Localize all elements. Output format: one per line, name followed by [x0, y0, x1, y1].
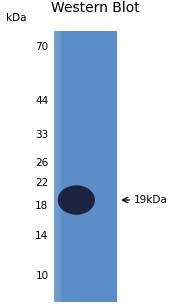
Bar	[54, 31, 60, 302]
Bar	[54, 31, 117, 302]
Ellipse shape	[58, 185, 95, 215]
Text: 26: 26	[35, 158, 48, 168]
Text: 33: 33	[35, 130, 48, 140]
Text: 18: 18	[35, 201, 48, 211]
Bar	[54, 31, 55, 302]
Text: 44: 44	[35, 96, 48, 106]
Bar	[54, 31, 57, 302]
Bar	[54, 31, 62, 302]
Text: 14: 14	[35, 231, 48, 241]
Text: 10: 10	[35, 270, 48, 281]
Text: 70: 70	[35, 42, 48, 51]
Bar	[54, 31, 61, 302]
Text: 19kDa: 19kDa	[134, 195, 168, 205]
Text: Western Blot: Western Blot	[51, 1, 139, 14]
Text: kDa: kDa	[6, 13, 26, 23]
Bar	[54, 31, 58, 302]
Bar	[54, 31, 59, 302]
Text: 22: 22	[35, 178, 48, 188]
Bar	[54, 31, 56, 302]
